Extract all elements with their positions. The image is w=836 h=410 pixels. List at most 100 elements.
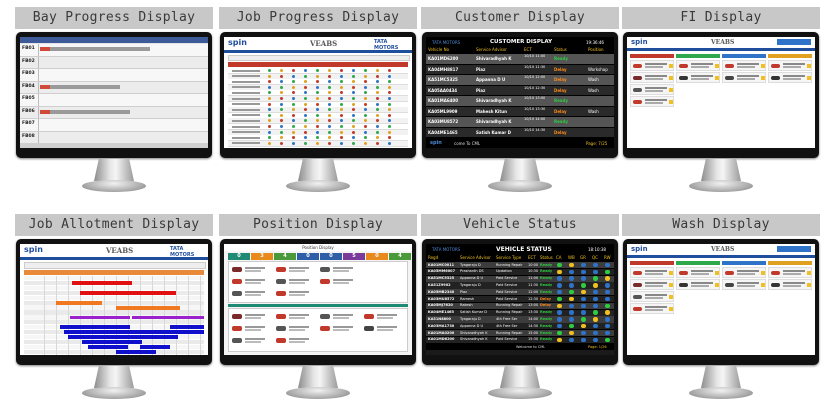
tile-fi-display[interactable]: FI Display spin VEABS — [622, 7, 820, 203]
allotment-bar — [82, 340, 142, 344]
stage-indicator — [569, 262, 574, 268]
vehicle-row: KA51N8800 Tyagaraju D 4th Free Ser 14:00 Rea… — [426, 316, 614, 323]
vehicle-card — [630, 303, 674, 314]
status-dot — [268, 125, 271, 128]
car-text — [289, 329, 305, 331]
bay-label: FB08 — [22, 133, 35, 139]
status-dot — [340, 125, 343, 128]
car-text — [245, 338, 265, 340]
status: Ready — [540, 330, 553, 335]
monitor-bezel: spin VEABS TATA MOTORS — [220, 32, 416, 158]
status-dot — [316, 141, 319, 145]
status-dot — [316, 69, 319, 72]
status: Delay — [554, 66, 567, 72]
car-icon — [771, 283, 780, 287]
tile-wash-display[interactable]: Wash Display spin VEABS — [622, 214, 820, 410]
status-dot — [376, 102, 379, 106]
car-icon — [364, 314, 374, 319]
status-dot — [280, 136, 283, 140]
car-text — [333, 267, 353, 269]
job-row — [228, 96, 408, 102]
tile-job-progress-display[interactable]: Job Progress Display spin VEABS TATA MOT… — [219, 7, 417, 203]
status-dot — [292, 136, 295, 140]
status-chip — [807, 64, 811, 68]
column-header — [768, 54, 812, 58]
tile-customer-display[interactable]: Customer Display TATA MOTORS CUSTOMER DI… — [421, 7, 619, 203]
card-text — [691, 78, 709, 80]
monitor-stand — [298, 159, 338, 181]
status-dot — [364, 85, 367, 89]
monitor-bezel: spin VEABS — [623, 32, 819, 158]
car-icon — [633, 307, 642, 311]
status-dot — [280, 74, 283, 78]
car-text — [245, 279, 265, 281]
stage-indicator — [569, 330, 574, 336]
car-icon — [276, 326, 286, 331]
fi-screen: spin VEABS — [627, 37, 815, 148]
status-chip — [807, 283, 811, 287]
car-text — [245, 282, 261, 284]
vehicle-row: KA01MD6200 Shivaradhyah K Paid Service 15:3… — [426, 336, 614, 343]
status-dot — [376, 97, 379, 100]
vehicle-card — [676, 60, 720, 71]
status-dot — [340, 69, 343, 72]
status-dot — [292, 80, 295, 84]
status-dot — [292, 74, 295, 78]
vehicle-row: KA51MC5325 Appanna D U Paid Service 11:00 Re… — [426, 275, 614, 282]
stage-indicator — [569, 317, 574, 322]
stage-indicator — [557, 283, 562, 288]
position: Wash — [588, 87, 599, 93]
tile-label: Bay Progress Display — [15, 7, 213, 29]
tile-label: FI Display — [622, 7, 820, 29]
monitor-bezel: TATA MOTORS CUSTOMER DISPLAY 19:36:46 Ve… — [422, 32, 618, 158]
customer-row: KA04ME1465 Satish Kumar D 10/10 14:30 Delay — [426, 127, 614, 137]
monitor-stand — [701, 159, 741, 181]
card-text — [783, 282, 805, 284]
status-chip — [669, 283, 673, 287]
car-text — [333, 279, 353, 281]
stage-indicator — [569, 289, 574, 295]
status-dot — [352, 130, 355, 134]
gantt-gridline — [116, 276, 117, 355]
bay-row: FB02 — [20, 56, 208, 69]
status-dot — [340, 119, 343, 123]
car-text — [289, 279, 309, 281]
car-icon — [232, 267, 242, 272]
service-type: Paid Service — [496, 296, 518, 301]
job-row — [228, 79, 408, 86]
gantt-gridline — [104, 276, 105, 355]
status-dot — [388, 91, 391, 95]
car-icon — [633, 88, 642, 92]
status: Ready — [540, 323, 553, 328]
status-dot — [388, 102, 391, 106]
card-text — [645, 294, 667, 296]
ect: 10:30 — [528, 269, 539, 274]
status-dot — [304, 91, 307, 95]
job-row — [228, 90, 408, 97]
column-header — [768, 261, 812, 265]
vehicle-card — [630, 60, 674, 71]
fi-badge — [777, 39, 811, 45]
tile-bay-progress-display[interactable]: Bay Progress Display FB01 FB02 FB03 FB04 FB0… — [15, 7, 213, 203]
reg-no: KA05MM6007 — [428, 269, 455, 274]
tile-job-allotment-display[interactable]: Job Allotment Display spin VEABS TATA MO… — [15, 214, 213, 410]
job-text — [232, 97, 260, 100]
tile-vehicle-status[interactable]: Vehicle Status TATA MOTORS VEHICLE STATU… — [421, 214, 619, 410]
stage-indicator — [581, 296, 586, 302]
status-dot — [328, 102, 331, 106]
vehicle-card — [630, 84, 674, 95]
status-chip — [669, 100, 673, 104]
ect: 12:30 — [528, 296, 539, 301]
car-text — [289, 326, 309, 328]
tile-position-display[interactable]: Position Display Position Display 0 3 4 0 0 5… — [219, 214, 417, 410]
status-dot — [364, 91, 367, 95]
status-dot — [316, 136, 319, 140]
status: Ready — [554, 98, 568, 103]
ect: 12:00 — [528, 289, 539, 294]
car-text — [289, 282, 305, 284]
vehicle-card — [722, 279, 766, 290]
car-text — [377, 329, 393, 331]
nav-bar — [627, 255, 815, 258]
customer-row: KA05ML9909 Mahesh Kitun 10/10 13:30 Delay Wa… — [426, 106, 614, 116]
bay-progress-bar — [40, 47, 150, 51]
